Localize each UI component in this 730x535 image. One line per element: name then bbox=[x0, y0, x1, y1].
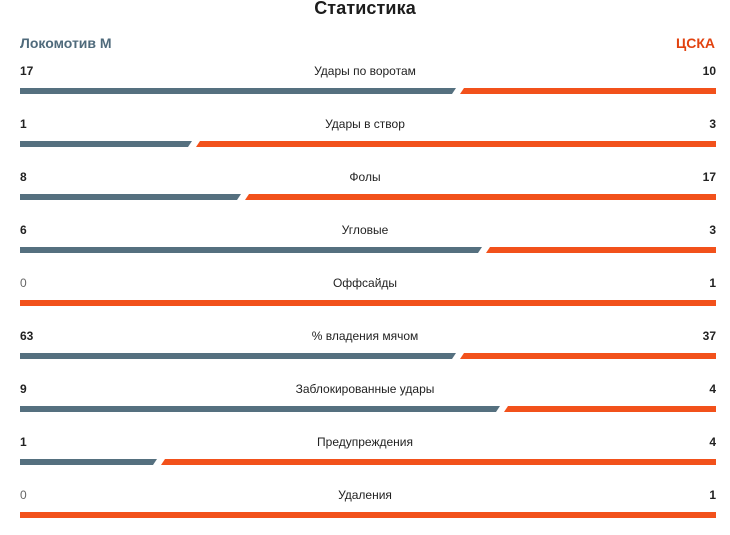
away-bar bbox=[161, 459, 716, 465]
away-bar bbox=[196, 141, 716, 147]
home-bar bbox=[20, 406, 500, 412]
away-stat-value: 4 bbox=[709, 435, 716, 449]
page-title: Статистика bbox=[314, 0, 416, 18]
stat-label: Фолы bbox=[349, 170, 381, 184]
home-bar bbox=[20, 247, 482, 253]
home-team-name: Локомотив М bbox=[20, 35, 112, 51]
away-stat-value: 17 bbox=[702, 170, 716, 184]
stat-row: 63 % владения мячом 37 bbox=[0, 325, 730, 378]
home-bar bbox=[20, 141, 192, 147]
home-bar bbox=[20, 194, 241, 200]
stat-row: 6 Угловые 3 bbox=[0, 219, 730, 272]
away-bar bbox=[20, 512, 716, 518]
home-stat-value: 0 bbox=[20, 276, 27, 290]
comparison-bar bbox=[20, 88, 716, 94]
away-stat-value: 10 bbox=[702, 64, 716, 78]
home-stat-value: 1 bbox=[20, 117, 27, 131]
away-stat-value: 3 bbox=[709, 223, 716, 237]
home-bar bbox=[20, 88, 456, 94]
away-bar bbox=[486, 247, 716, 253]
away-bar bbox=[460, 353, 716, 359]
home-stat-value: 0 bbox=[20, 488, 27, 502]
away-stat-value: 3 bbox=[709, 117, 716, 131]
home-stat-value: 6 bbox=[20, 223, 27, 237]
stat-label: Удаления bbox=[338, 488, 392, 502]
away-bar bbox=[245, 194, 716, 200]
stat-label: Удары по воротам bbox=[314, 64, 416, 78]
stat-row: 9 Заблокированные удары 4 bbox=[0, 378, 730, 431]
stats-list: 17 Удары по воротам 10 1 Удары в створ 3… bbox=[0, 60, 730, 535]
comparison-bar bbox=[20, 194, 716, 200]
comparison-bar bbox=[20, 459, 716, 465]
stat-label: Предупреждения bbox=[317, 435, 413, 449]
stat-row: 0 Удаления 1 bbox=[0, 484, 730, 535]
comparison-bar bbox=[20, 512, 716, 518]
stat-row: 8 Фолы 17 bbox=[0, 166, 730, 219]
home-stat-value: 63 bbox=[20, 329, 34, 343]
stat-row: 1 Удары в створ 3 bbox=[0, 113, 730, 166]
stat-label: Угловые bbox=[341, 223, 389, 237]
comparison-bar bbox=[20, 247, 716, 253]
stat-label: Удары в створ bbox=[325, 117, 405, 131]
home-bar bbox=[20, 353, 456, 359]
away-team-name: ЦСКА bbox=[676, 35, 715, 51]
away-bar bbox=[460, 88, 716, 94]
away-bar bbox=[20, 300, 716, 306]
away-stat-value: 4 bbox=[709, 382, 716, 396]
stat-label: % владения мячом bbox=[311, 329, 419, 343]
away-stat-value: 1 bbox=[709, 488, 716, 502]
stat-label: Заблокированные удары bbox=[295, 382, 435, 396]
comparison-bar bbox=[20, 353, 716, 359]
stat-label: Оффсайды bbox=[332, 276, 398, 290]
stat-row: 0 Оффсайды 1 bbox=[0, 272, 730, 325]
comparison-bar bbox=[20, 300, 716, 306]
home-stat-value: 9 bbox=[20, 382, 27, 396]
comparison-bar bbox=[20, 406, 716, 412]
home-stat-value: 17 bbox=[20, 64, 34, 78]
home-stat-value: 1 bbox=[20, 435, 27, 449]
away-stat-value: 1 bbox=[709, 276, 716, 290]
away-bar bbox=[504, 406, 716, 412]
stat-row: 17 Удары по воротам 10 bbox=[0, 60, 730, 113]
comparison-bar bbox=[20, 141, 716, 147]
home-stat-value: 8 bbox=[20, 170, 27, 184]
away-stat-value: 37 bbox=[702, 329, 716, 343]
home-bar bbox=[20, 459, 157, 465]
stat-row: 1 Предупреждения 4 bbox=[0, 431, 730, 484]
